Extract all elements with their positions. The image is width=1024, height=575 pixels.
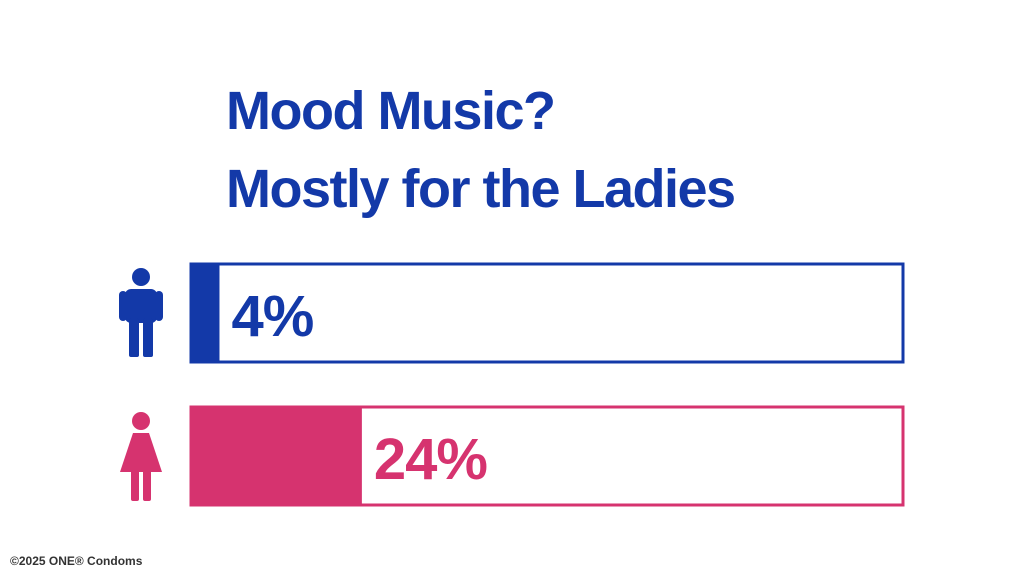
female-icon [120,412,162,501]
chart-title: Mostly for the Ladies [226,159,735,219]
male-icon [119,268,163,357]
value-label: 4% [231,284,313,349]
footer: ©2025 ONE® Condoms [10,554,143,568]
value-label: 24% [374,427,488,492]
chart-title: Mood Music? [226,81,554,141]
bar [191,264,220,362]
bar [191,407,362,505]
